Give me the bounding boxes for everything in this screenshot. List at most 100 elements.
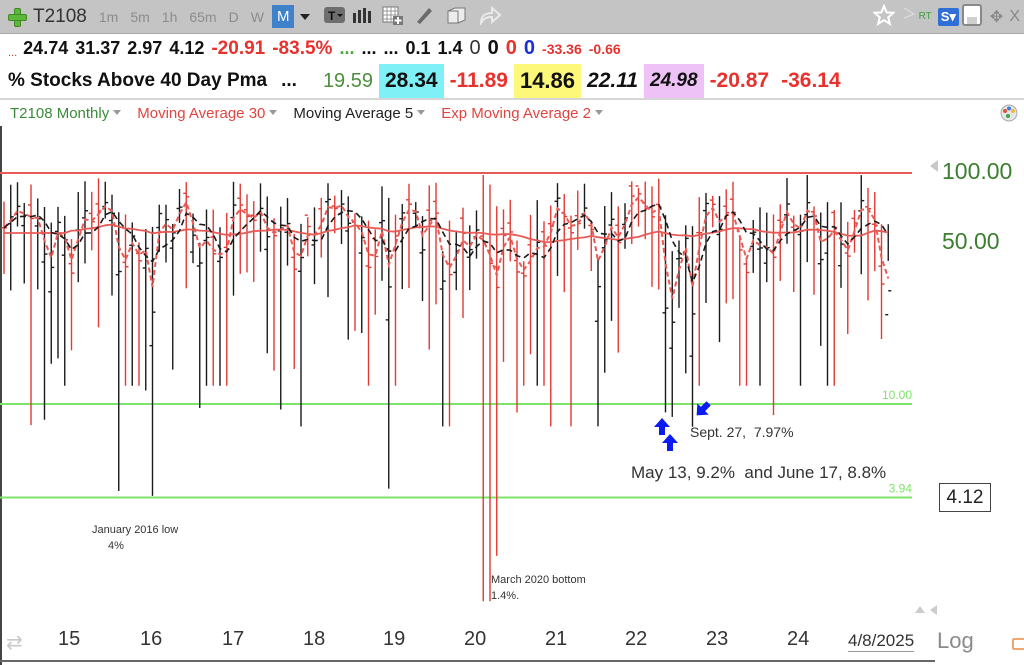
x-axis-label: 17 (222, 628, 245, 650)
timeframe-1m[interactable]: 1m (98, 8, 119, 25)
s-menu-label: S (940, 8, 950, 24)
svg-text:T: T (328, 9, 336, 23)
folder-icon[interactable] (446, 5, 468, 29)
row1-value: -0.66 (588, 41, 621, 57)
indicator-t2108-monthly[interactable]: T2108 Monthly (10, 105, 131, 122)
last-value-box: 4.12 (939, 483, 991, 512)
row1-lead: ... (8, 46, 18, 59)
row1-values: 24.74 31.37 2.97 4.12 -20.91 -83.5%......... 0… (23, 37, 628, 60)
timeframe-selector: 1m 5m 1h 65m D W M (87, 5, 295, 28)
row2-value: 14.86 (513, 64, 582, 98)
x-axis-label: 24 (787, 628, 810, 650)
row2-value: -36.14 (781, 69, 841, 92)
header-divider (0, 98, 1024, 100)
chart-annotation: 1.4%. (491, 590, 520, 602)
realtime-icon[interactable]: RT (918, 11, 932, 22)
row1-value: ... (339, 38, 355, 58)
row1-value: ... (383, 38, 399, 58)
row1-value: 0 (487, 37, 499, 59)
row1-value: -33.36 (542, 41, 582, 57)
scroll-left-arrow-icon[interactable] (930, 160, 938, 172)
text-tool-icon[interactable]: T (324, 6, 346, 28)
x-axis-label: 18 (303, 628, 326, 650)
symbol-label[interactable]: T2108 (33, 5, 87, 27)
timeframe-5m[interactable]: 5m (130, 8, 150, 25)
x-axis-label: 22 (625, 628, 648, 650)
row2-value: 24.98 (644, 64, 704, 98)
indicator-title: % Stocks Above 40 Day Pma (8, 70, 268, 91)
move-icon[interactable]: ✥ (989, 7, 1004, 26)
indicator-dropdown-icon[interactable] (417, 110, 426, 116)
indicator-moving-average-30[interactable]: Moving Average 30 (137, 105, 287, 122)
y-axis-label: 100.00 (942, 158, 1013, 184)
indicator-label: T2108 Monthly (10, 104, 110, 122)
indicator-moving-average-5[interactable]: Moving Average 5 (293, 105, 435, 122)
flag-icon[interactable] (903, 6, 916, 28)
indicator-legend: T2108 Monthly Moving Average 30 Moving Ave… (0, 100, 1024, 126)
x-axis-line (0, 660, 935, 662)
titlebar-right-controls: RT S▾ ✥ X (871, 0, 1024, 33)
chart-annotation: Sept. 27, 7.97% (690, 424, 794, 440)
pencil-icon[interactable] (414, 5, 434, 29)
chart-annotation: 4% (108, 540, 124, 552)
blue-arrow-icon (662, 434, 678, 451)
row1-value: 0 (469, 37, 481, 59)
close-icon[interactable]: X (1009, 7, 1020, 25)
row1-value: -83.5% (272, 38, 333, 59)
timeframe-dropdown-icon[interactable] (300, 13, 311, 20)
chart-annotation: May 13, 9.2% and June 17, 8.8% (631, 463, 887, 482)
reference-line-label: 10.00 (882, 388, 912, 402)
row2-value: -11.89 (449, 69, 508, 92)
blue-arrow-icon (696, 401, 711, 416)
reference-line-label: 3.94 (889, 481, 913, 495)
moving-average-5-line (3, 203, 889, 285)
moving-average-30-line (4, 223, 889, 244)
row1-value: -20.91 (211, 38, 266, 59)
x-axis-label: 23 (706, 628, 729, 650)
indicator-label: Moving Average 30 (137, 104, 266, 122)
indicator-dropdown-icon[interactable] (113, 110, 122, 116)
chart-annotation: March 2020 bottom (491, 574, 586, 586)
x-axis-label: 4/8/2025 (848, 631, 915, 652)
row1-value: 31.37 (75, 38, 121, 58)
chart-options-icon[interactable] (1012, 638, 1024, 650)
x-axis-label: 20 (464, 628, 487, 650)
timeframe-m[interactable]: M (271, 5, 295, 28)
indicator-dropdown-icon[interactable] (595, 110, 604, 116)
row1-value: 1.4 (437, 38, 463, 58)
add-symbol-icon[interactable] (8, 7, 27, 27)
x-axis-label: 16 (140, 628, 163, 650)
exp-moving-average-2-line (3, 195, 890, 299)
save-icon[interactable] (961, 3, 982, 30)
indicator-list: T2108 Monthly Moving Average 30 Moving Ave… (10, 105, 619, 122)
x-axis-label: 19 (383, 628, 406, 650)
indicator-dropdown-icon[interactable] (269, 110, 278, 116)
zoom-left-arrow-icon[interactable] (930, 605, 937, 615)
timeframe-d[interactable]: D (228, 8, 239, 25)
chart-annotation: January 2016 low (92, 524, 179, 536)
share-arrow-icon[interactable] (478, 5, 502, 29)
row1-value: ... (361, 38, 377, 58)
pan-arrows-icon[interactable]: ⇄ (6, 630, 23, 654)
row1-value: 2.97 (127, 38, 163, 58)
timeframe-w[interactable]: W (250, 8, 264, 25)
row2-dots: ... (281, 70, 297, 91)
row1-value: 0 (505, 37, 517, 59)
calendar-add-icon[interactable] (382, 5, 404, 29)
bar-style-icon[interactable] (352, 7, 372, 27)
s-menu-button[interactable]: S▾ (937, 7, 959, 26)
log-scale-toggle[interactable]: Log (937, 628, 974, 653)
timeframe-1h[interactable]: 1h (161, 8, 178, 25)
row1-value: 24.74 (23, 38, 69, 58)
row1-value: 0.1 (405, 38, 431, 58)
row2-value: -20.87 (709, 69, 770, 92)
y-axis-label: 50.00 (942, 227, 1000, 254)
star-icon[interactable] (871, 2, 896, 30)
indicator-label: Moving Average 5 (293, 104, 414, 122)
chart-titlebar: T2108 1m 5m 1h 65m D W M T RT S▾ ✥ X (0, 0, 1024, 34)
color-palette-icon[interactable] (1000, 104, 1018, 126)
price-chart[interactable]: 10.00 3.94 (0, 126, 1024, 625)
timeframe-65m[interactable]: 65m (189, 8, 217, 25)
indicator-exp-moving-average-2[interactable]: Exp Moving Average 2 (441, 105, 613, 122)
zoom-up-arrow-icon[interactable] (915, 606, 925, 613)
